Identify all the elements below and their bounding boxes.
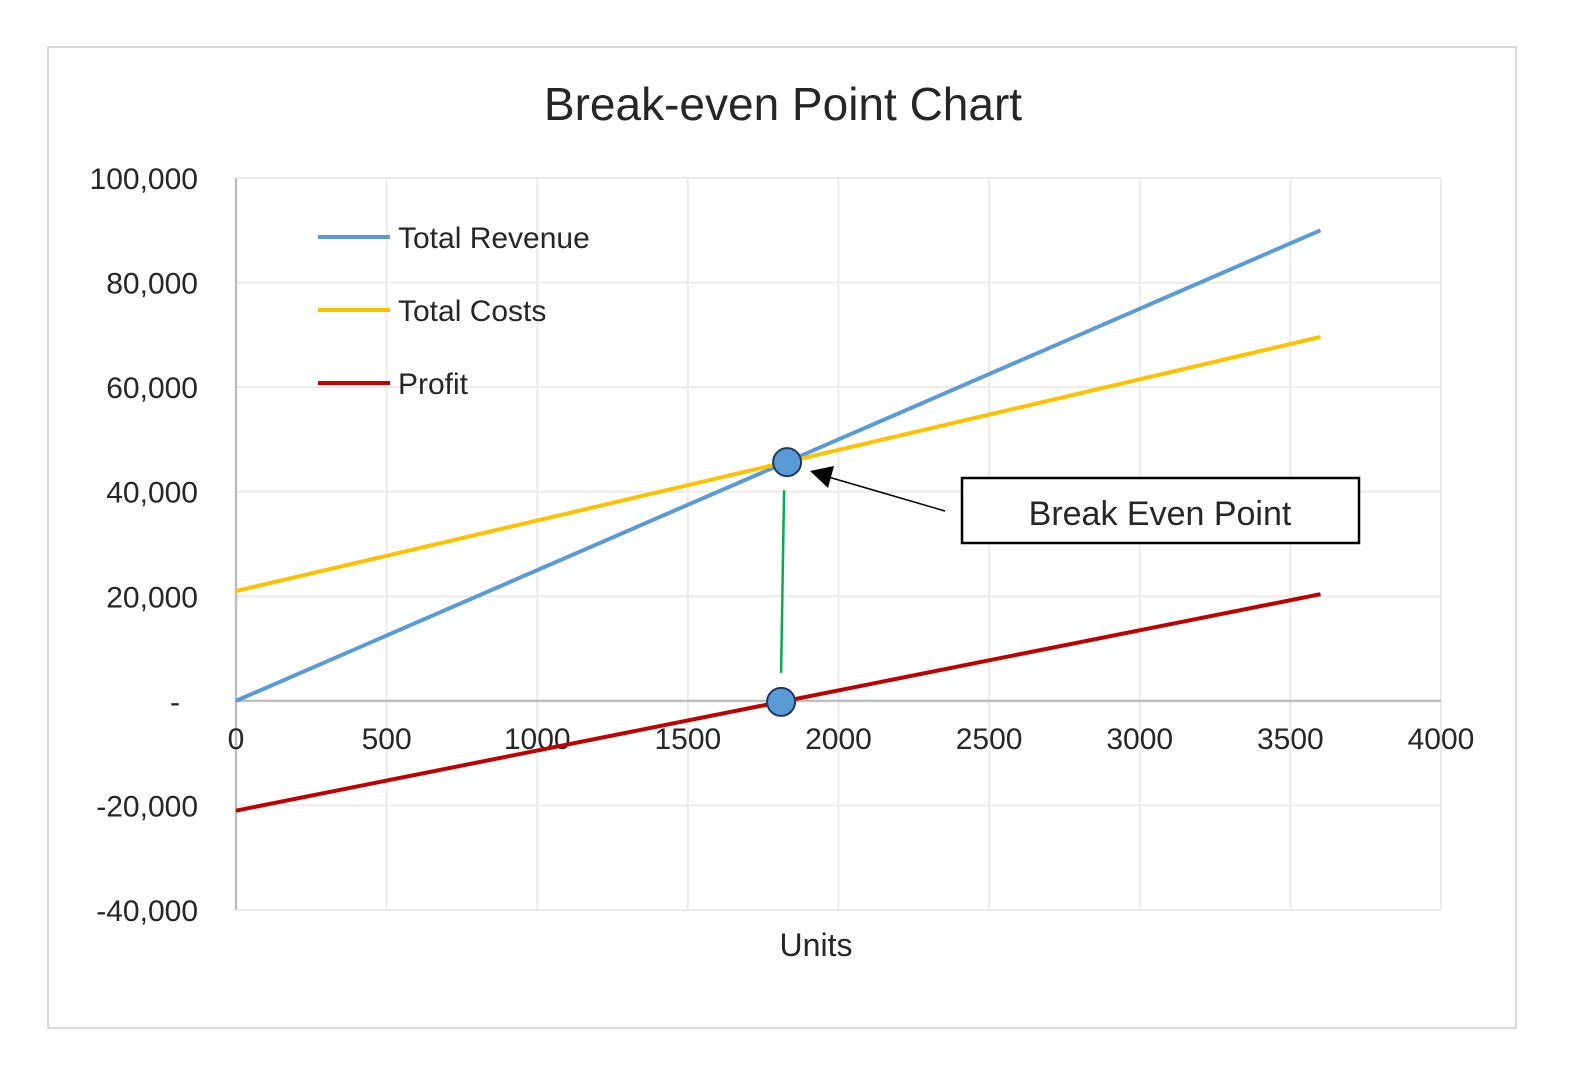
y-tick-label: 20,000 [106,581,198,614]
break-even-marker-revenue [772,447,803,478]
y-tick-label: 60,000 [106,372,198,405]
annotation: Break Even Point [810,466,1361,545]
x-tick-label: 3500 [1257,723,1324,756]
tick-labels: 0 500 1000 1500 2000 2500 3000 3500 4000100,0008… [90,163,1475,928]
y-tick-label: 40,000 [106,477,198,510]
y-tick-label: 100,000 [90,163,198,196]
annotation-arrow-line [824,475,946,512]
annotation-box [960,476,1361,545]
break-even-marker-profit [766,686,797,717]
chart-title: Break-even Point Chart [544,78,1022,130]
legend-label: Total Revenue [398,222,590,255]
break-even-markers [766,447,803,717]
x-tick-label: 2000 [805,723,872,756]
x-tick-label: 4000 [1408,723,1475,756]
y-tick-label: -40,000 [96,895,198,928]
x-tick-label: 1500 [655,723,722,756]
x-tick-label: 2500 [956,723,1023,756]
y-tick-label: 80,000 [106,268,198,301]
legend-label: Total Costs [398,295,546,328]
x-tick-label: 500 [362,723,412,756]
annotation-text: Break Even Point [1029,495,1292,533]
legend: Total Revenue Total Costs Profit [318,222,590,401]
break-even-drop-line [779,490,786,673]
x-tick-label: 3000 [1106,723,1173,756]
axes [234,178,1441,910]
chart-frame [47,46,1517,1029]
y-tick-label: - [170,686,180,719]
x-axis-label: Units [780,927,853,963]
y-tick-label: -20,000 [96,790,198,823]
legend-label: Profit [398,368,469,401]
x-tick-label: 0 [228,723,245,756]
grid [236,177,1442,911]
annotation-arrowhead [810,466,834,488]
